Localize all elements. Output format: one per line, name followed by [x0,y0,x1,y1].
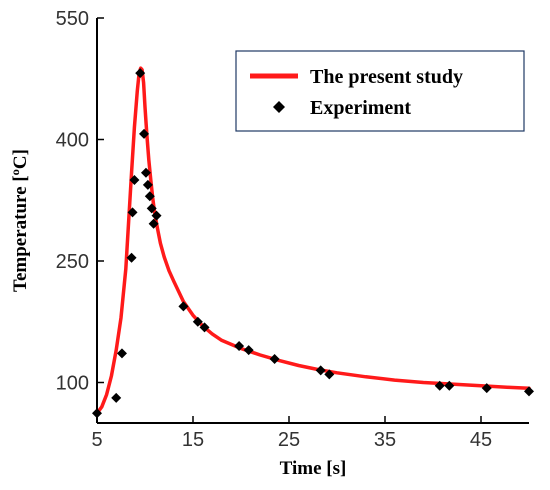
axes [96,17,529,424]
experiment-point [192,316,203,327]
y-tick-label: 250 [56,251,89,273]
x-tick-label: 25 [278,429,300,451]
legend-label-present-study: The present study [310,66,463,88]
experiment-point [129,175,140,185]
x-tick-label: 5 [91,429,102,451]
x-axis-title: Time [s] [280,458,347,479]
experiment-point [146,203,157,214]
tick-labels: 5 15 25 35 45 100 250 400 550 [56,8,493,451]
legend: The present study Experiment [235,50,525,132]
y-tick-label: 550 [56,8,89,30]
experiment-point [111,392,122,403]
y-tick-label: 400 [56,130,89,152]
experiment-point [140,167,151,178]
experiment-point [199,322,210,333]
marker-layer [92,68,534,419]
x-tick-label: 15 [182,429,204,451]
experiment-point [151,210,162,221]
experiment-point [144,191,155,202]
y-tick-label: 100 [56,373,89,395]
experiment-point [269,354,280,365]
experiment-point [315,365,326,376]
experiment-point [92,408,102,419]
experiment-point [127,207,138,218]
experiment-point [178,301,189,312]
experiment-point [444,380,455,391]
legend-diamond-icon [273,101,285,113]
legend-box [235,50,525,132]
legend-label-experiment: Experiment [310,97,411,119]
experiment-point [234,341,245,352]
experiment-point [524,386,534,397]
experiment-point [434,380,445,391]
experiment-point [324,369,335,380]
experiment-point [481,383,492,394]
experiment-point [116,348,127,359]
experiment-point [135,68,146,79]
experiment-point [126,252,137,263]
y-axis-title: Temperature [ºC] [10,149,31,292]
experiment-point [142,179,153,190]
x-tick-label: 35 [374,429,396,451]
experiment-point [243,345,254,356]
experiment-point [148,218,159,229]
x-tick-label: 45 [470,429,492,451]
experiment-point [139,128,150,139]
